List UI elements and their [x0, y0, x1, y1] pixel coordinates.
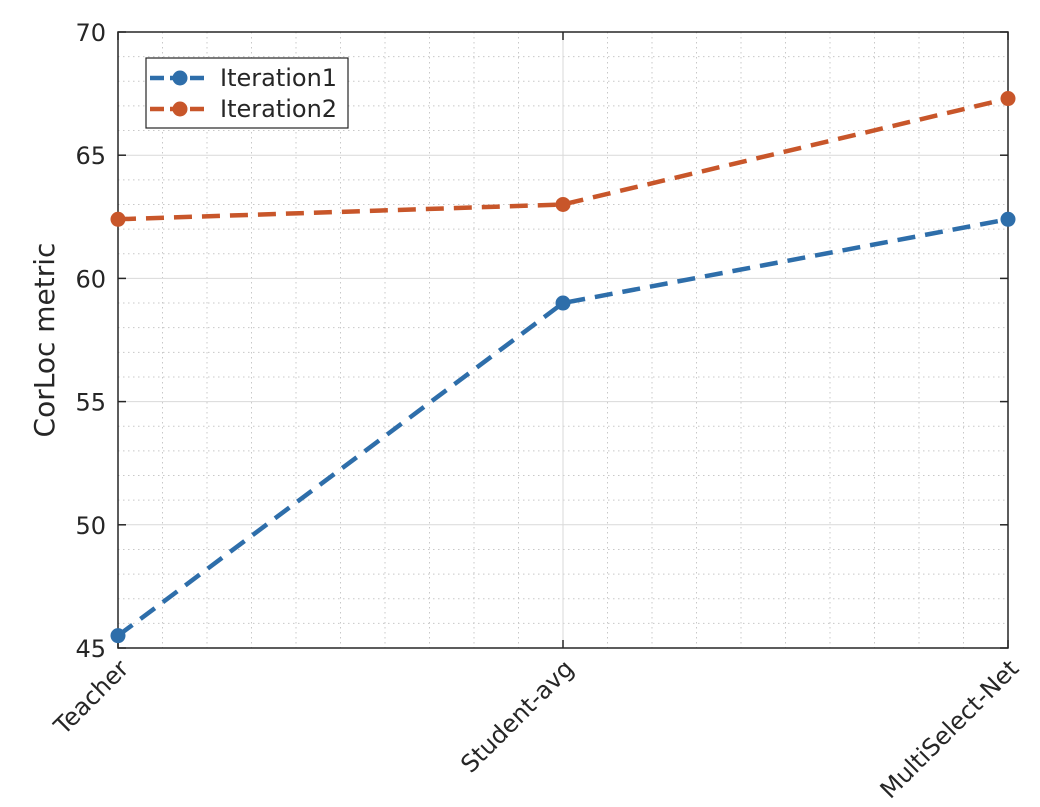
legend: Iteration1 Iteration2 — [145, 57, 349, 129]
y-tick-label: 45 — [75, 635, 106, 663]
y-axis-label: CorLoc metric — [28, 243, 61, 438]
y-tick-label: 55 — [75, 389, 106, 417]
x-tick-label: MultiSelect-Net — [875, 654, 1025, 804]
y-tick-label: 70 — [75, 19, 106, 47]
x-tick-label: Teacher — [48, 654, 134, 740]
series-group — [110, 91, 1016, 644]
legend-label: Iteration2 — [220, 95, 337, 123]
legend-label: Iteration1 — [220, 64, 337, 92]
y-tick-label: 65 — [75, 142, 106, 170]
series-line-iteration2 — [117, 96, 1009, 222]
legend-marker — [172, 70, 188, 86]
x-tick-label: Student-avg — [455, 654, 579, 778]
y-tick-label: 60 — [75, 265, 106, 293]
data-point-iteration1 — [555, 295, 571, 311]
data-point-iteration1 — [1000, 211, 1016, 227]
data-point-iteration2 — [110, 211, 126, 227]
y-axis: 45 50 55 60 65 70 — [75, 19, 1008, 663]
data-point-iteration2 — [1000, 91, 1016, 107]
series-line-iteration1 — [116, 217, 1009, 638]
data-point-iteration2 — [555, 196, 571, 212]
y-tick-label: 50 — [75, 512, 106, 540]
legend-marker — [172, 101, 188, 117]
data-point-iteration1 — [110, 628, 126, 644]
